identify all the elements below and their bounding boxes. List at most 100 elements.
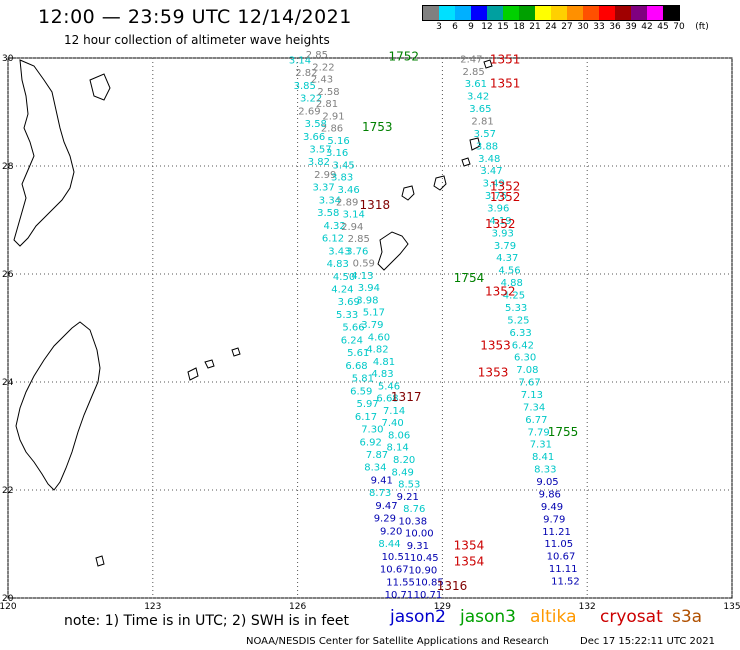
credit-text: NOAA/NESDIS Center for Satellite Applica… <box>246 636 549 647</box>
swh-value: 2.69 <box>298 106 320 117</box>
swh-value: 7.13 <box>521 390 543 401</box>
lat-label: 20 <box>2 594 14 604</box>
swh-value: 6.30 <box>514 353 536 364</box>
lon-label: 135 <box>723 602 740 610</box>
pass-number: 1352 <box>490 179 521 193</box>
legend-unit: (ft) <box>695 22 709 32</box>
color-scale-bar <box>422 5 680 21</box>
swh-value: 3.37 <box>312 183 334 194</box>
swh-value: 3.93 <box>492 228 514 239</box>
swh-value: 4.88 <box>501 278 523 289</box>
swh-value: 9.29 <box>374 514 396 525</box>
swh-value: 2.82 <box>295 68 317 79</box>
pass-labels: 1752175313181351135113521352135217541352… <box>360 50 579 593</box>
swh-value: 8.49 <box>392 467 414 478</box>
swh-value: 10.00 <box>405 529 434 540</box>
swh-value: 2.85 <box>348 234 370 245</box>
lat-label: 26 <box>2 270 14 280</box>
small-island-3 <box>461 157 471 167</box>
swh-value: 4.60 <box>368 332 390 343</box>
legend-tick: 36 <box>609 22 621 32</box>
swh-value: 11.05 <box>544 539 573 550</box>
lat-label: 22 <box>2 486 13 496</box>
swh-value: 6.68 <box>376 394 398 405</box>
swh-value: 9.86 <box>539 489 561 500</box>
swh-value: 9.41 <box>371 475 393 486</box>
swh-value: 7.67 <box>518 378 540 389</box>
legend-swatch <box>471 6 487 20</box>
swh-value: 4.19 <box>489 216 511 227</box>
swh-value: 3.45 <box>332 160 354 171</box>
amami-island <box>401 185 415 201</box>
swh-value: 3.43 <box>328 246 350 257</box>
swh-value: 2.43 <box>311 75 333 86</box>
swh-value: 3.69 <box>338 297 360 308</box>
swh-value: 2.47 <box>460 54 482 65</box>
pass-number: 1752 <box>389 50 420 64</box>
swh-value: 3.22 <box>300 94 322 105</box>
swh-value: 5.33 <box>336 310 358 321</box>
swh-value: 10.71 <box>385 590 414 601</box>
pass-number: 1354 <box>454 538 485 552</box>
legend-swatch <box>503 6 519 20</box>
satellite-name: s3a <box>672 607 703 627</box>
legend-tick: 12 <box>481 22 493 32</box>
pass-number: 1352 <box>485 217 516 231</box>
pass-number: 1753 <box>362 120 393 134</box>
satellite-name: jason3 <box>460 607 516 627</box>
kyushu-coastline <box>13 59 75 247</box>
swh-value: 11.52 <box>551 577 580 588</box>
swh-value: 3.94 <box>358 283 380 294</box>
swh-value: 7.40 <box>381 418 403 429</box>
swh-value: 6.12 <box>322 234 344 245</box>
legend-tick: 39 <box>625 22 637 32</box>
swh-value: 8.76 <box>403 504 425 515</box>
swh-value: 8.20 <box>393 455 415 466</box>
pass-number: 1351 <box>490 52 521 66</box>
swh-value: 11.11 <box>549 564 578 575</box>
satellite-name: jason2 <box>390 607 446 627</box>
legend-swatch <box>439 6 455 20</box>
pass-number: 1352 <box>485 285 516 299</box>
date-text: Dec 17 15:22:11 UTC 2021 <box>580 636 715 647</box>
swh-value: 8.06 <box>388 430 410 441</box>
swh-value: 7.79 <box>527 427 549 438</box>
pass-number: 1353 <box>480 339 511 353</box>
altimeter-tracks: 3.142.823.853.222.693.583.663.573.822.99… <box>289 50 580 601</box>
swh-value: 4.82 <box>366 345 388 356</box>
swh-value: 2.85 <box>306 50 328 61</box>
legend-swatch <box>455 6 471 20</box>
legend-tick: 24 <box>545 22 557 32</box>
swh-value: 6.42 <box>512 340 534 351</box>
lon-label: 120 <box>0 602 17 610</box>
note-text: note: 1) Time is in UTC; 2) SWH is in fe… <box>64 613 350 629</box>
swh-value: 9.79 <box>543 514 565 525</box>
swh-value: 4.32 <box>324 221 346 232</box>
swh-value: 2.86 <box>321 124 343 135</box>
legend-swatch <box>583 6 599 20</box>
legend-tick: 6 <box>452 22 458 32</box>
swh-value: 3.82 <box>308 157 330 168</box>
swh-value: 5.66 <box>342 323 364 334</box>
swh-value: 3.16 <box>326 148 348 159</box>
rock-island <box>483 59 493 69</box>
swh-value: 11.21 <box>542 527 571 538</box>
pass-number: 1316 <box>437 579 468 593</box>
swh-value: 5.46 <box>378 381 400 392</box>
swh-value: 3.42 <box>467 92 489 103</box>
legend-swatch <box>519 6 535 20</box>
lon-label: 129 <box>434 602 451 610</box>
swh-value: 3.85 <box>294 81 316 92</box>
swh-value: 3.48 <box>478 154 500 165</box>
legend-tick: 70 <box>673 22 685 32</box>
swh-value: 10.67 <box>380 565 409 576</box>
legend-swatch <box>631 6 647 20</box>
swh-value: 4.56 <box>498 266 520 277</box>
swh-value: 3.79 <box>361 320 383 331</box>
swh-value: 7.30 <box>361 425 383 436</box>
satellite-name: cryosat <box>600 607 663 627</box>
swh-value: 2.81 <box>316 99 338 110</box>
pass-number: 1351 <box>490 77 521 91</box>
swh-value: 3.57 <box>309 145 331 156</box>
legend-swatch <box>663 6 679 20</box>
